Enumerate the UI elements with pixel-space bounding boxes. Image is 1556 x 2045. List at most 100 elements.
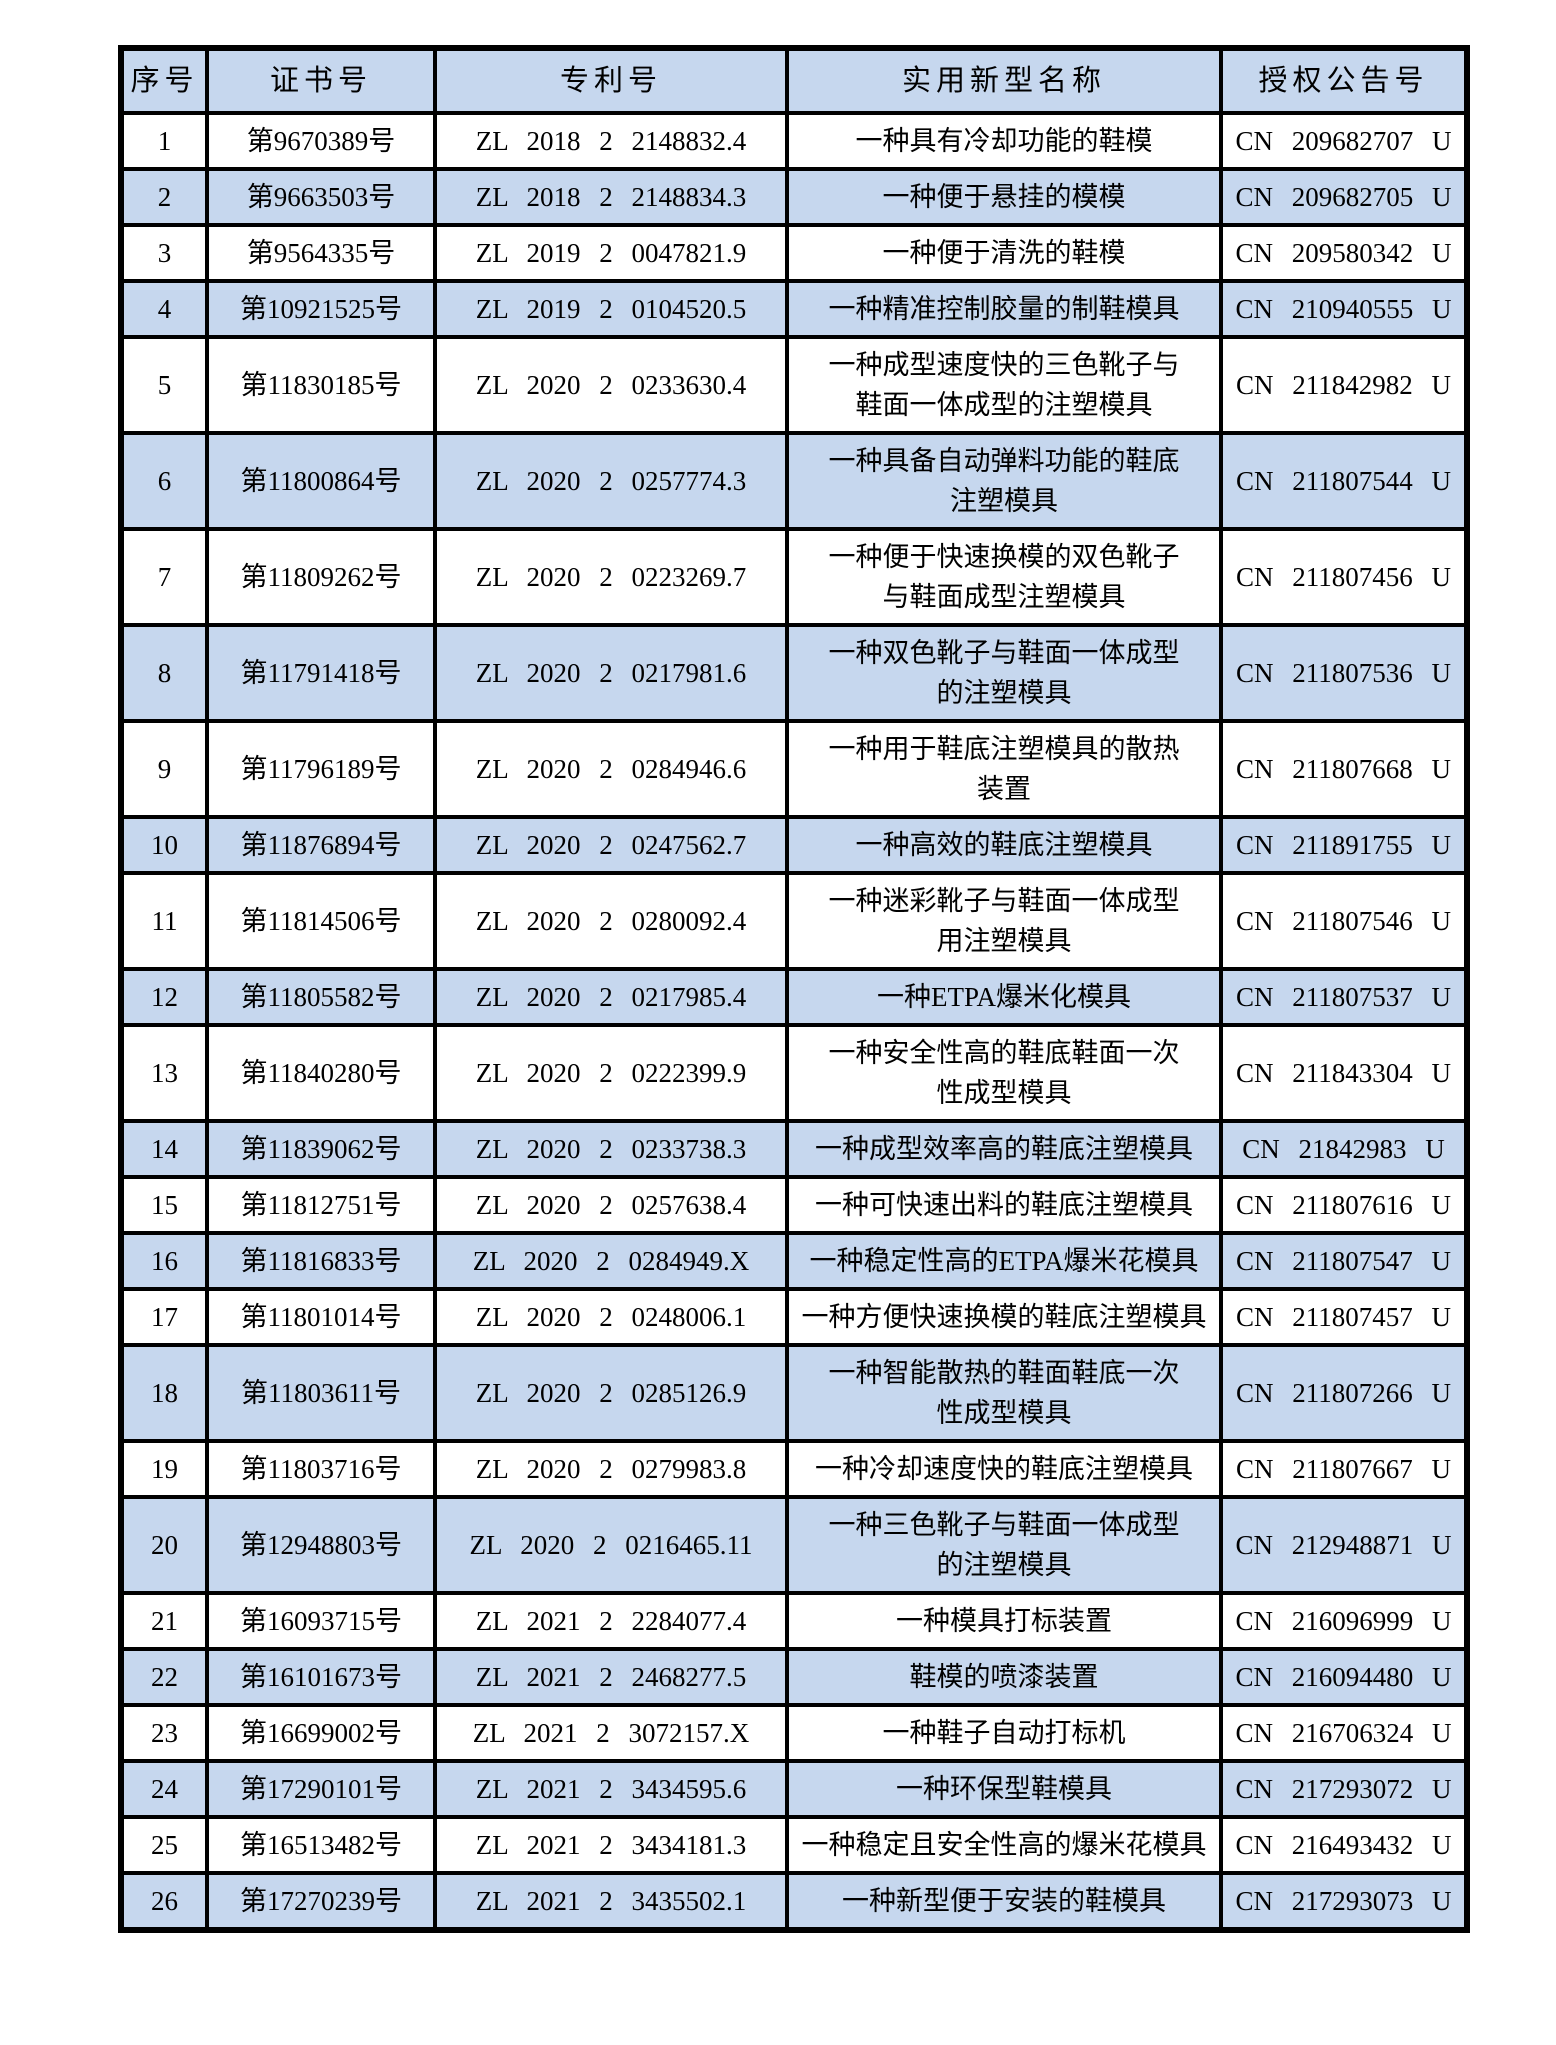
cell-announcement: CN 211807667 U bbox=[1219, 1439, 1469, 1499]
cell-patent: ZL 2020 2 0222399.9 bbox=[433, 1023, 789, 1123]
table-row: 5 第11830185号 ZL 2020 2 0233630.4 一种成型速度快… bbox=[119, 335, 1469, 435]
cell-patent: ZL 2020 2 0257774.3 bbox=[433, 431, 789, 531]
col-header-certificate: 证书号 bbox=[205, 46, 437, 115]
table-row: 14 第11839062号 ZL 2020 2 0233738.3 一种成型效率… bbox=[119, 1119, 1469, 1179]
table-row: 25 第16513482号 ZL 2021 2 3434181.3 一种稳定且安… bbox=[119, 1815, 1469, 1875]
cell-name: 一种双色靴子与鞋面一体成型 的注塑模具 bbox=[785, 623, 1223, 723]
cell-index: 12 bbox=[119, 967, 209, 1027]
cell-patent: ZL 2021 2 3435502.1 bbox=[433, 1871, 789, 1932]
table-row: 22 第16101673号 ZL 2021 2 2468277.5 鞋模的喷漆装… bbox=[119, 1647, 1469, 1707]
cell-name: 一种具备自动弹料功能的鞋底 注塑模具 bbox=[785, 431, 1223, 531]
cell-name: 一种智能散热的鞋面鞋底一次 性成型模具 bbox=[785, 1343, 1223, 1443]
cell-name: 一种用于鞋底注塑模具的散热 装置 bbox=[785, 719, 1223, 819]
table-row: 23 第16699002号 ZL 2021 2 3072157.X 一种鞋子自动… bbox=[119, 1703, 1469, 1763]
cell-index: 5 bbox=[119, 335, 209, 435]
cell-announcement: CN 211807544 U bbox=[1219, 431, 1469, 531]
cell-announcement: CN 216096999 U bbox=[1219, 1591, 1469, 1651]
table-row: 26 第17270239号 ZL 2021 2 3435502.1 一种新型便于… bbox=[119, 1871, 1469, 1932]
table-row: 7 第11809262号 ZL 2020 2 0223269.7 一种便于快速换… bbox=[119, 527, 1469, 627]
cell-announcement: CN 211807457 U bbox=[1219, 1287, 1469, 1347]
cell-index: 7 bbox=[119, 527, 209, 627]
cell-certificate: 第11812751号 bbox=[205, 1175, 437, 1235]
cell-certificate: 第10921525号 bbox=[205, 279, 437, 339]
cell-patent: ZL 2021 2 3434181.3 bbox=[433, 1815, 789, 1875]
cell-announcement: CN 211842982 U bbox=[1219, 335, 1469, 435]
cell-index: 11 bbox=[119, 871, 209, 971]
cell-patent: ZL 2021 2 2468277.5 bbox=[433, 1647, 789, 1707]
cell-certificate: 第11816833号 bbox=[205, 1231, 437, 1291]
cell-index: 9 bbox=[119, 719, 209, 819]
cell-index: 13 bbox=[119, 1023, 209, 1123]
cell-name: 一种便于悬挂的模模 bbox=[785, 167, 1223, 227]
table-row: 15 第11812751号 ZL 2020 2 0257638.4 一种可快速出… bbox=[119, 1175, 1469, 1235]
cell-index: 23 bbox=[119, 1703, 209, 1763]
col-header-name: 实用新型名称 bbox=[785, 46, 1223, 115]
cell-name: 一种精准控制胶量的制鞋模具 bbox=[785, 279, 1223, 339]
cell-certificate: 第11839062号 bbox=[205, 1119, 437, 1179]
cell-certificate: 第11876894号 bbox=[205, 815, 437, 875]
cell-announcement: CN 21842983 U bbox=[1219, 1119, 1469, 1179]
table-row: 16 第11816833号 ZL 2020 2 0284949.X 一种稳定性高… bbox=[119, 1231, 1469, 1291]
cell-index: 15 bbox=[119, 1175, 209, 1235]
cell-name: 一种方便快速换模的鞋底注塑模具 bbox=[785, 1287, 1223, 1347]
cell-name: 一种迷彩靴子与鞋面一体成型 用注塑模具 bbox=[785, 871, 1223, 971]
cell-patent: ZL 2020 2 0233738.3 bbox=[433, 1119, 789, 1179]
cell-patent: ZL 2020 2 0248006.1 bbox=[433, 1287, 789, 1347]
cell-certificate: 第17290101号 bbox=[205, 1759, 437, 1819]
cell-patent: ZL 2020 2 0217985.4 bbox=[433, 967, 789, 1027]
cell-patent: ZL 2020 2 0216465.11 bbox=[433, 1495, 789, 1595]
cell-name: 一种便于清洗的鞋模 bbox=[785, 223, 1223, 283]
table-body: 1 第9670389号 ZL 2018 2 2148832.4 一种具有冷却功能… bbox=[119, 111, 1469, 1932]
cell-patent: ZL 2019 2 0047821.9 bbox=[433, 223, 789, 283]
cell-name: 一种环保型鞋模具 bbox=[785, 1759, 1223, 1819]
cell-index: 2 bbox=[119, 167, 209, 227]
cell-certificate: 第11796189号 bbox=[205, 719, 437, 819]
cell-announcement: CN 216706324 U bbox=[1219, 1703, 1469, 1763]
cell-certificate: 第9670389号 bbox=[205, 111, 437, 171]
cell-announcement: CN 211807546 U bbox=[1219, 871, 1469, 971]
cell-patent: ZL 2020 2 0257638.4 bbox=[433, 1175, 789, 1235]
table-row: 1 第9670389号 ZL 2018 2 2148832.4 一种具有冷却功能… bbox=[119, 111, 1469, 171]
cell-patent: ZL 2018 2 2148832.4 bbox=[433, 111, 789, 171]
cell-patent: ZL 2019 2 0104520.5 bbox=[433, 279, 789, 339]
cell-certificate: 第11814506号 bbox=[205, 871, 437, 971]
col-header-index: 序号 bbox=[119, 46, 209, 115]
col-header-patent: 专利号 bbox=[433, 46, 789, 115]
cell-index: 19 bbox=[119, 1439, 209, 1499]
cell-name: 一种模具打标装置 bbox=[785, 1591, 1223, 1651]
table-row: 6 第11800864号 ZL 2020 2 0257774.3 一种具备自动弹… bbox=[119, 431, 1469, 531]
cell-index: 10 bbox=[119, 815, 209, 875]
cell-announcement: CN 211807266 U bbox=[1219, 1343, 1469, 1443]
cell-certificate: 第11803716号 bbox=[205, 1439, 437, 1499]
cell-announcement: CN 209682705 U bbox=[1219, 167, 1469, 227]
cell-announcement: CN 217293073 U bbox=[1219, 1871, 1469, 1932]
cell-announcement: CN 217293072 U bbox=[1219, 1759, 1469, 1819]
cell-announcement: CN 211807456 U bbox=[1219, 527, 1469, 627]
cell-announcement: CN 211807537 U bbox=[1219, 967, 1469, 1027]
cell-patent: ZL 2020 2 0280092.4 bbox=[433, 871, 789, 971]
cell-announcement: CN 209580342 U bbox=[1219, 223, 1469, 283]
cell-announcement: CN 216493432 U bbox=[1219, 1815, 1469, 1875]
cell-patent: ZL 2020 2 0217981.6 bbox=[433, 623, 789, 723]
cell-certificate: 第11809262号 bbox=[205, 527, 437, 627]
table-row: 24 第17290101号 ZL 2021 2 3434595.6 一种环保型鞋… bbox=[119, 1759, 1469, 1819]
table-header-row: 序号 证书号 专利号 实用新型名称 授权公告号 bbox=[119, 46, 1469, 115]
cell-patent: ZL 2020 2 0284946.6 bbox=[433, 719, 789, 819]
cell-index: 16 bbox=[119, 1231, 209, 1291]
cell-name: 一种ETPA爆米化模具 bbox=[785, 967, 1223, 1027]
cell-index: 20 bbox=[119, 1495, 209, 1595]
cell-announcement: CN 212948871 U bbox=[1219, 1495, 1469, 1595]
table-row: 8 第11791418号 ZL 2020 2 0217981.6 一种双色靴子与… bbox=[119, 623, 1469, 723]
cell-index: 4 bbox=[119, 279, 209, 339]
cell-patent: ZL 2020 2 0247562.7 bbox=[433, 815, 789, 875]
cell-index: 22 bbox=[119, 1647, 209, 1707]
cell-name: 一种安全性高的鞋底鞋面一次 性成型模具 bbox=[785, 1023, 1223, 1123]
table-row: 18 第11803611号 ZL 2020 2 0285126.9 一种智能散热… bbox=[119, 1343, 1469, 1443]
cell-index: 25 bbox=[119, 1815, 209, 1875]
cell-certificate: 第11830185号 bbox=[205, 335, 437, 435]
cell-certificate: 第12948803号 bbox=[205, 1495, 437, 1595]
cell-name: 一种冷却速度快的鞋底注塑模具 bbox=[785, 1439, 1223, 1499]
cell-index: 17 bbox=[119, 1287, 209, 1347]
patent-table: 序号 证书号 专利号 实用新型名称 授权公告号 1 第9670389号 ZL 2… bbox=[118, 45, 1470, 1933]
cell-patent: ZL 2020 2 0279983.8 bbox=[433, 1439, 789, 1499]
